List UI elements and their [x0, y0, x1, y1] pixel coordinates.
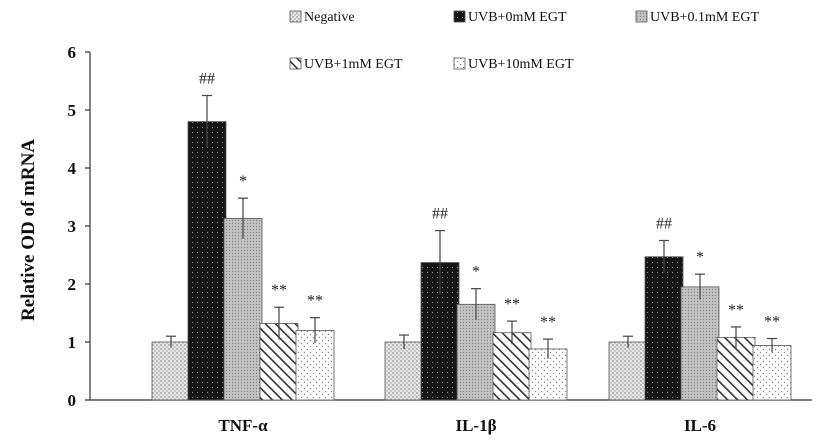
significance-marker: ** [504, 296, 520, 313]
significance-marker: ** [271, 282, 287, 299]
legend-label: Negative [304, 10, 355, 25]
category-label: IL-1β [455, 416, 496, 435]
significance-marker: ## [656, 216, 672, 233]
bar [151, 341, 191, 401]
significance-marker: ** [540, 314, 556, 331]
significance-marker: ** [307, 293, 323, 310]
y-tick-label: 4 [68, 159, 77, 178]
legend-item: UVB+0mM EGT [453, 10, 567, 25]
y-tick-label: 1 [68, 333, 77, 352]
significance-marker: ** [728, 302, 744, 319]
bar [187, 121, 227, 401]
y-axis-label: Relative OD of mRNA [18, 139, 39, 321]
legend-item: Negative [289, 10, 355, 25]
significance-marker: ** [764, 314, 780, 331]
significance-marker: ## [432, 206, 448, 223]
legend-item: UVB+1mM EGT [289, 57, 403, 72]
legend-label: UVB+1mM EGT [304, 57, 403, 72]
significance-marker: * [696, 249, 704, 266]
bar-groups: ##*****##*****##***** [151, 71, 792, 401]
y-axis-ticks: 0 1 2 3 4 5 6 [68, 43, 90, 410]
legend-item: UVB+10mM EGT [453, 57, 574, 72]
significance-marker: * [239, 173, 247, 190]
bar [608, 341, 648, 401]
legend: Negative UVB+0mM EGT UVB+0.1mM EGT UVB+1mM … [289, 10, 759, 72]
y-tick-label: 3 [68, 217, 77, 236]
category-label: TNF-α [218, 416, 268, 435]
bar [680, 286, 720, 401]
legend-swatch [635, 10, 648, 23]
y-tick-label: 0 [68, 391, 77, 410]
legend-label: UVB+0mM EGT [468, 10, 567, 25]
significance-marker: * [472, 264, 480, 281]
bar [456, 303, 496, 401]
legend-swatch [289, 57, 302, 70]
significance-marker: ## [199, 71, 215, 88]
legend-label: UVB+0.1mM EGT [650, 10, 759, 25]
y-tick-label: 2 [68, 275, 77, 294]
bar-group: ##***** [608, 216, 792, 401]
bar-group: ##***** [384, 206, 568, 401]
bar [644, 256, 684, 401]
legend-item: UVB+0.1mM EGT [635, 10, 759, 25]
category-label: IL-6 [684, 416, 716, 435]
legend-label: UVB+10mM EGT [468, 57, 574, 72]
bar-group: ##***** [151, 71, 335, 401]
y-tick-label: 6 [68, 43, 77, 62]
category-labels: TNF-α IL-1β IL-6 [218, 416, 716, 435]
bar [384, 341, 424, 401]
bar [223, 218, 263, 401]
bar [752, 345, 792, 401]
y-tick-label: 5 [68, 101, 77, 120]
legend-swatch [453, 10, 466, 23]
legend-swatch [453, 57, 466, 70]
legend-swatch [289, 10, 302, 23]
